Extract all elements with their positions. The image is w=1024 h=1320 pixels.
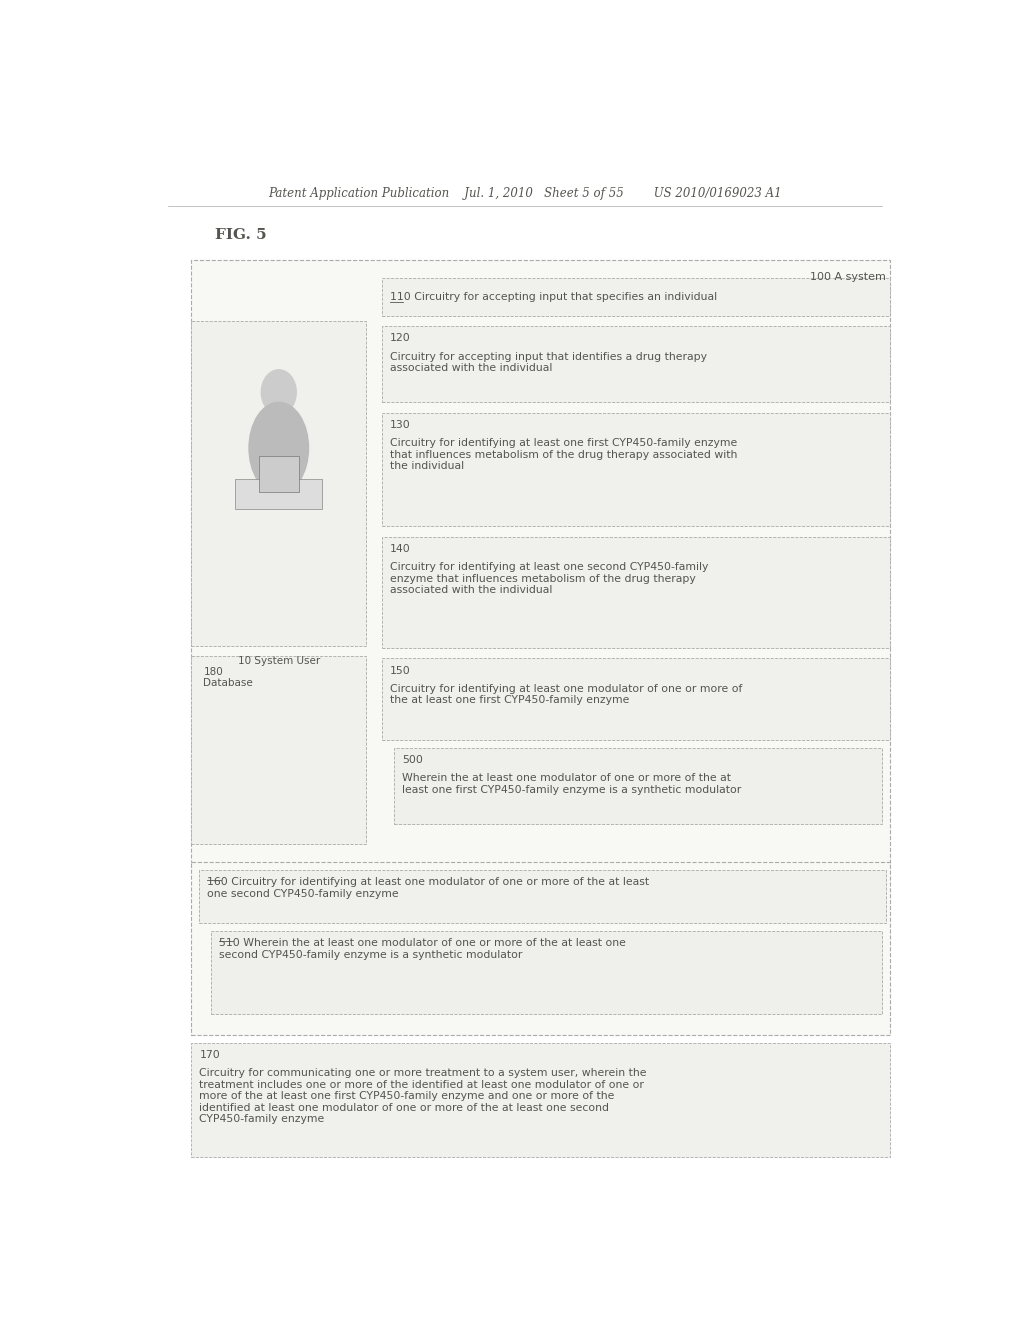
Text: Circuitry for identifying at least one modulator of one or more of
the at least : Circuitry for identifying at least one m…	[390, 684, 742, 705]
FancyBboxPatch shape	[191, 260, 890, 865]
Text: Circuitry for identifying at least one first CYP450-family enzyme
that influence: Circuitry for identifying at least one f…	[390, 438, 737, 471]
FancyBboxPatch shape	[382, 536, 890, 648]
FancyBboxPatch shape	[191, 321, 367, 647]
FancyBboxPatch shape	[191, 862, 890, 1035]
Text: 120: 120	[390, 333, 411, 343]
FancyBboxPatch shape	[211, 931, 882, 1014]
Text: Circuitry for identifying at least one second CYP450-family
enzyme that influenc: Circuitry for identifying at least one s…	[390, 562, 709, 595]
Text: 160 Circuitry for identifying at least one modulator of one or more of the at le: 160 Circuitry for identifying at least o…	[207, 876, 649, 899]
Text: 150: 150	[390, 665, 411, 676]
FancyBboxPatch shape	[236, 479, 323, 510]
Text: 510 Wherein the at least one modulator of one or more of the at least one
second: 510 Wherein the at least one modulator o…	[219, 939, 626, 960]
Text: Patent Application Publication    Jul. 1, 2010   Sheet 5 of 55        US 2010/01: Patent Application Publication Jul. 1, 2…	[268, 187, 781, 201]
Text: 10 System User: 10 System User	[238, 656, 319, 667]
FancyBboxPatch shape	[191, 656, 367, 845]
Circle shape	[261, 370, 296, 414]
FancyBboxPatch shape	[394, 748, 882, 824]
Text: Circuitry for accepting input that identifies a drug therapy
associated with the: Circuitry for accepting input that ident…	[390, 351, 707, 374]
Text: 500: 500	[401, 755, 423, 766]
FancyBboxPatch shape	[382, 412, 890, 527]
Text: 100 A system: 100 A system	[810, 272, 886, 282]
Text: 130: 130	[390, 420, 411, 429]
Ellipse shape	[249, 403, 308, 494]
FancyBboxPatch shape	[382, 659, 890, 739]
Text: Circuitry for communicating one or more treatment to a system user, wherein the
: Circuitry for communicating one or more …	[200, 1068, 647, 1125]
FancyBboxPatch shape	[259, 457, 299, 492]
Text: Wherein the at least one modulator of one or more of the at
least one first CYP4: Wherein the at least one modulator of on…	[401, 774, 741, 795]
FancyBboxPatch shape	[191, 1043, 890, 1156]
FancyBboxPatch shape	[382, 326, 890, 403]
Text: 170: 170	[200, 1049, 220, 1060]
Text: 140: 140	[390, 544, 411, 553]
FancyBboxPatch shape	[382, 279, 890, 315]
Text: 180
Database: 180 Database	[204, 667, 253, 688]
Text: 110 Circuitry for accepting input that specifies an individual: 110 Circuitry for accepting input that s…	[390, 292, 717, 302]
FancyBboxPatch shape	[200, 870, 886, 923]
Text: FIG. 5: FIG. 5	[215, 227, 267, 242]
